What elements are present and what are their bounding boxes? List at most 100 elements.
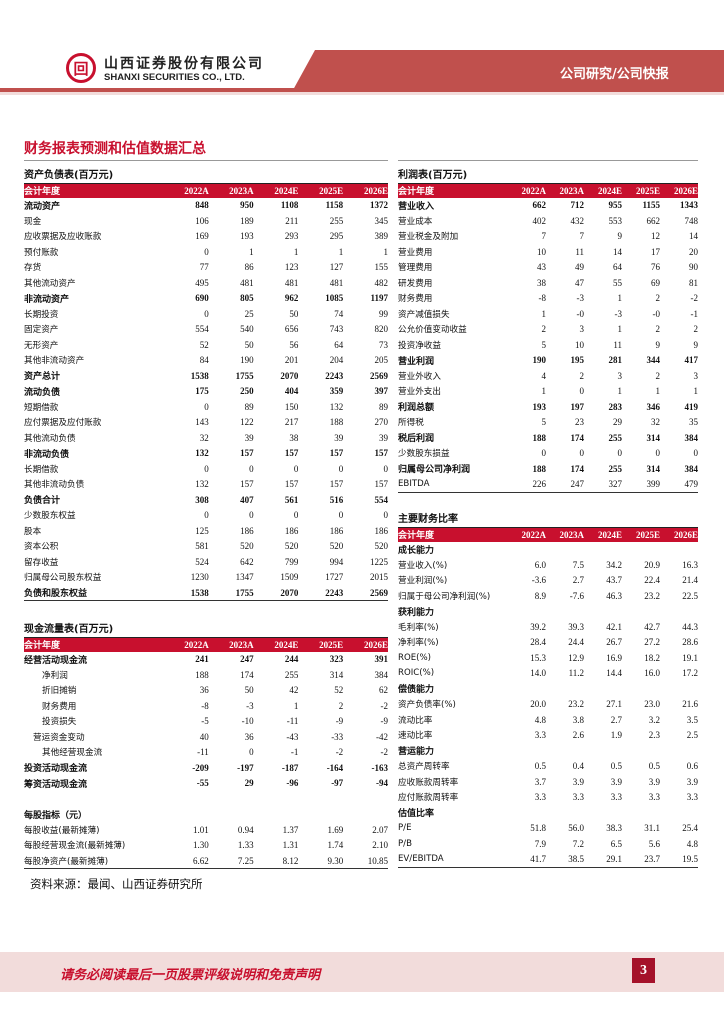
row-label: 短期借款 <box>24 402 59 413</box>
cell-value: 3.2 <box>648 714 660 725</box>
row-label: 速动比率 <box>398 731 433 742</box>
cell-value <box>622 743 660 759</box>
cell-value: 3.9 <box>572 776 584 787</box>
cell-value: 2 <box>579 370 585 381</box>
table-row: 财务费用 -8 -3 1 2 -2 <box>24 698 388 714</box>
cell-value: 7.2 <box>572 838 584 849</box>
row-label: 负债和股东权益 <box>24 589 88 599</box>
row-label: 长期借款 <box>24 464 59 475</box>
row-label: 资产负债率(%) <box>398 700 456 711</box>
cell-value: 188 <box>195 669 209 680</box>
cell-value: -7.6 <box>569 590 584 601</box>
table-row: 估值比率 <box>398 805 698 821</box>
row-label: 估值比率 <box>398 809 435 820</box>
table-row: 应收票据及应收账款 169 193 293 295 389 <box>24 229 388 245</box>
cell-value: 43 <box>537 262 546 273</box>
table-row: 少数股东权益 0 0 0 0 0 <box>24 508 388 524</box>
row-label: 公允价值变动收益 <box>398 325 467 336</box>
row-label: 所得税 <box>398 418 424 429</box>
cell-value: 9 <box>655 339 661 350</box>
cell-value: 247 <box>570 479 585 489</box>
cell-value: 0 <box>204 463 209 474</box>
cell-value: 308 <box>195 494 209 505</box>
cell-value: 314 <box>329 669 344 680</box>
cell-value: 188 <box>532 432 547 443</box>
cell-value: 193 <box>532 401 547 412</box>
cell-value: 1 <box>541 386 547 397</box>
cell-value: 157 <box>240 448 254 459</box>
cell-value: 174 <box>570 463 585 474</box>
cell-value: 3.7 <box>534 776 546 787</box>
cell-value: 6.62 <box>193 855 209 866</box>
column-header: 2022A <box>164 183 209 198</box>
cell-value: 662 <box>532 200 547 211</box>
cell-value: 77 <box>199 262 209 273</box>
cell-value: 323 <box>329 654 344 665</box>
table-row: 公允价值变动收益 2 3 1 2 2 <box>398 322 698 338</box>
row-label: 总资产周转率 <box>398 762 450 773</box>
cell-value: 241 <box>195 654 209 665</box>
cell-value: 39 <box>244 432 254 443</box>
cell-value: 1085 <box>325 293 344 304</box>
cell-value: 2569 <box>370 370 388 381</box>
cell-value: 89 <box>379 401 388 412</box>
cell-value: 407 <box>240 494 254 505</box>
cell-value: 2.10 <box>372 840 388 851</box>
cell-value: 5 <box>541 339 547 350</box>
column-header: 2024E <box>253 637 299 652</box>
cell-value: 14 <box>689 231 698 242</box>
row-label: 应付账款周转率 <box>398 793 459 804</box>
cell-value: 204 <box>329 355 344 366</box>
cell-value: 7.25 <box>237 855 254 866</box>
cell-value: 0 <box>655 448 661 459</box>
cell-value: 581 <box>195 541 209 552</box>
cell-value: 20.0 <box>530 699 546 710</box>
cell-value: 25 <box>244 308 254 319</box>
cell-value: 3.9 <box>610 776 622 787</box>
cell-value: 0.94 <box>237 824 254 835</box>
cell-value: 283 <box>608 401 623 412</box>
column-header: 2026E <box>660 527 698 542</box>
cell-value: 2015 <box>370 572 388 583</box>
cell-value: 481 <box>284 277 299 288</box>
table-row: 非流动负债 132 157 157 157 157 <box>24 446 388 462</box>
cell-value: 2.7 <box>610 714 622 725</box>
table-row: P/E 51.8 56.0 38.3 31.1 25.4 <box>398 821 698 837</box>
cell-value: -1 <box>690 308 699 319</box>
cell-value: 42.1 <box>606 621 622 632</box>
column-header: 2025E <box>622 183 660 198</box>
cell-value: 32 <box>651 417 660 428</box>
table-row: 营业利润(%) -3.6 2.7 43.7 22.4 21.4 <box>398 573 698 589</box>
cell-value: 10.85 <box>367 855 388 866</box>
cell-value: -209 <box>192 762 209 773</box>
cell-value: 174 <box>240 669 254 680</box>
table-row: 短期借款 0 89 150 132 89 <box>24 399 388 415</box>
cell-value: 34.2 <box>606 559 622 570</box>
cell-value: 402 <box>532 215 547 226</box>
column-header: 2023A <box>208 183 254 198</box>
cell-value: 49 <box>575 262 584 273</box>
cell-value: 38 <box>537 277 546 288</box>
row-label: 其他流动资产 <box>24 278 76 289</box>
cell-value: 1 <box>293 246 299 257</box>
cell-value: 125 <box>195 525 209 536</box>
cell-value: 74 <box>334 308 344 319</box>
cell-value <box>298 807 343 823</box>
cell-value: 8.9 <box>534 590 546 601</box>
cell-value: 157 <box>284 479 299 490</box>
row-label: 营业费用 <box>398 247 433 258</box>
cell-value: 0 <box>204 510 209 521</box>
row-label: 其他非流动资产 <box>24 356 85 367</box>
row-label: 少数股东损益 <box>398 449 450 460</box>
table-row: 应付账款周转率 3.3 3.3 3.3 3.3 3.3 <box>398 790 698 806</box>
cell-value: -55 <box>196 778 209 789</box>
cell-value: 293 <box>284 231 299 242</box>
table-row: 其他流动负债 32 39 38 39 39 <box>24 430 388 446</box>
cell-value: 0.6 <box>686 761 698 772</box>
cell-value: 495 <box>195 277 209 288</box>
cell-value: 157 <box>374 448 389 459</box>
row-label: 管理费用 <box>398 263 433 274</box>
table-row: 流动资产 848 950 1108 1158 1372 <box>24 198 388 214</box>
table-row: 净利润 188 174 255 314 384 <box>24 667 388 683</box>
row-label: 负债合计 <box>24 496 61 507</box>
